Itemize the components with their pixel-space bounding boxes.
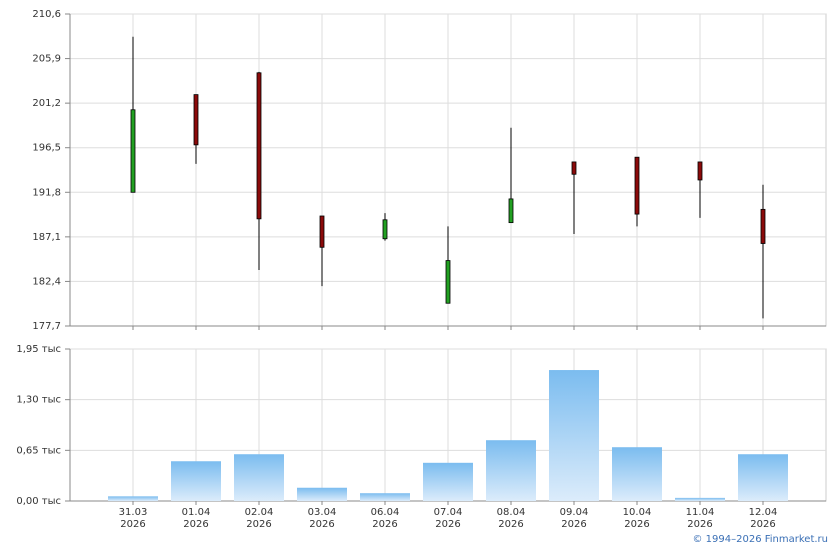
candle-body (760, 208, 766, 244)
volume-bar (108, 496, 158, 501)
y-tick-label: 196,5 (32, 143, 61, 154)
x-tick-label: 10.04 2026 (622, 507, 652, 530)
candle-body (697, 161, 703, 181)
x-tick-label: 31.03 2026 (118, 507, 148, 530)
x-tick-label: 01.04 2026 (181, 507, 211, 530)
x-tick-label: 02.04 2026 (244, 507, 274, 530)
volume-bar (612, 447, 662, 501)
candle-body (634, 156, 640, 215)
candle-body (256, 72, 262, 220)
y-tick-label: 201,2 (32, 98, 61, 109)
candle-body (319, 215, 325, 248)
volume-bar (738, 454, 788, 501)
y-tick-label: 182,4 (32, 276, 61, 287)
volume-bar (234, 454, 284, 501)
volume-bar (297, 487, 347, 501)
candle-body (130, 109, 136, 193)
x-tick-label: 11.04 2026 (685, 507, 715, 530)
volume-bar (171, 461, 221, 501)
volume-bar (360, 493, 410, 501)
x-tick-label: 07.04 2026 (433, 507, 463, 530)
candle-body (382, 219, 388, 240)
candle-body (445, 260, 451, 304)
x-tick-label: 12.04 2026 (748, 507, 778, 530)
y-tick-label: 205,9 (32, 54, 61, 65)
y-tick-label: 187,1 (32, 232, 61, 243)
x-tick-label: 03.04 2026 (307, 507, 337, 530)
x-tick-label: 08.04 2026 (496, 507, 526, 530)
x-tick-label: 09.04 2026 (559, 507, 589, 530)
x-tick-label: 06.04 2026 (370, 507, 400, 530)
y-tick-label: 1,30 тыс (16, 395, 61, 406)
y-tick-label: 191,8 (32, 187, 61, 198)
candle-body (193, 94, 199, 146)
volume-bar (486, 440, 536, 501)
y-tick-label: 210,6 (32, 9, 61, 20)
candle-body (571, 161, 577, 175)
y-tick-label: 0,00 тыс (16, 496, 61, 507)
copyright[interactable]: © 1994–2026 Finmarket.ru (692, 534, 828, 545)
volume-bar (549, 370, 599, 501)
volume-bar (423, 462, 473, 501)
volume-bar (675, 497, 725, 501)
candle-body (508, 198, 514, 224)
y-tick-label: 0,65 тыс (16, 445, 61, 456)
y-tick-label: 177,7 (32, 321, 61, 332)
y-tick-label: 1,95 тыс (16, 344, 61, 355)
